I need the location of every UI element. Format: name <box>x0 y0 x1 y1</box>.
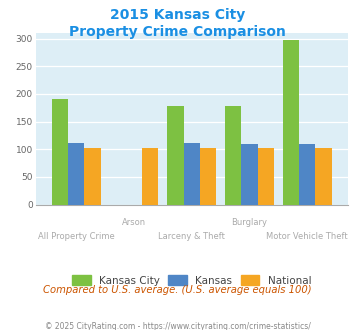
Bar <box>299 144 315 205</box>
Bar <box>167 106 184 205</box>
Bar <box>142 148 158 205</box>
Bar <box>68 143 84 205</box>
Bar <box>52 99 68 205</box>
Text: Burglary: Burglary <box>231 218 267 227</box>
Text: All Property Crime: All Property Crime <box>38 232 115 241</box>
Bar <box>184 143 200 205</box>
Bar <box>241 144 258 205</box>
Text: Property Crime Comparison: Property Crime Comparison <box>69 25 286 39</box>
Bar <box>258 148 274 205</box>
Text: Larceny & Theft: Larceny & Theft <box>158 232 225 241</box>
Text: © 2025 CityRating.com - https://www.cityrating.com/crime-statistics/: © 2025 CityRating.com - https://www.city… <box>45 322 310 330</box>
Bar <box>225 106 241 205</box>
Text: Compared to U.S. average. (U.S. average equals 100): Compared to U.S. average. (U.S. average … <box>43 285 312 295</box>
Text: Motor Vehicle Theft: Motor Vehicle Theft <box>266 232 348 241</box>
Bar <box>315 148 332 205</box>
Text: Arson: Arson <box>122 218 146 227</box>
Text: 2015 Kansas City: 2015 Kansas City <box>110 8 245 22</box>
Legend: Kansas City, Kansas, National: Kansas City, Kansas, National <box>72 275 311 285</box>
Bar <box>283 40 299 205</box>
Bar <box>200 148 216 205</box>
Bar <box>84 148 101 205</box>
